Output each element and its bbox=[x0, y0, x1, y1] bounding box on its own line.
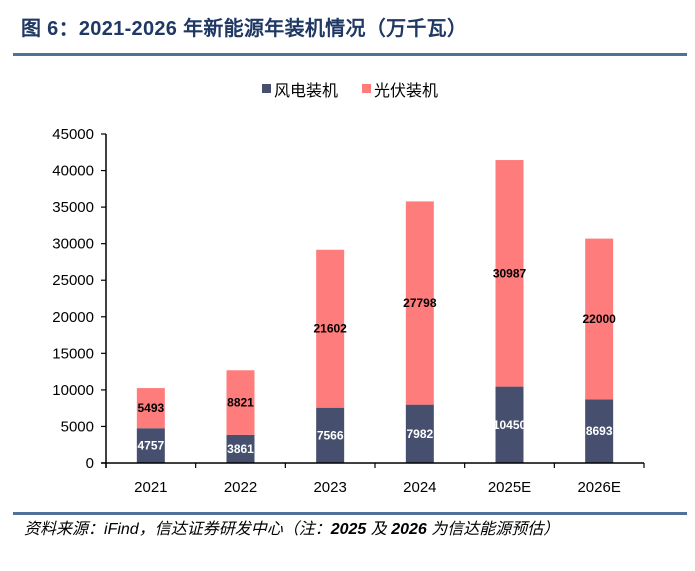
data-labels: 4757 5493 3861 8821 7566 21602 7982 27798 10450 3… bbox=[137, 266, 616, 456]
bars bbox=[136, 160, 614, 463]
bar-segment-wind bbox=[585, 399, 614, 463]
data-label-solar: 21602 bbox=[313, 322, 347, 336]
figure-title: 图 6：2021-2026 年新能源年装机情况（万千瓦） bbox=[21, 18, 468, 40]
x-tick-label: 2023 bbox=[313, 479, 346, 496]
legend: 风电装机 光伏装机 bbox=[262, 81, 438, 100]
data-label-wind: 7566 bbox=[317, 428, 344, 442]
bar-segment-wind bbox=[405, 404, 434, 463]
y-tick-label: 10000 bbox=[52, 382, 94, 399]
source-brand: iFind bbox=[104, 521, 139, 538]
source-suffix: 为信达能源预估） bbox=[426, 521, 560, 538]
y-tick-label: 35000 bbox=[52, 199, 94, 216]
data-label-solar: 27798 bbox=[403, 296, 437, 310]
y-tick-label: 5000 bbox=[61, 418, 94, 435]
y-tick-label: 30000 bbox=[52, 236, 94, 253]
data-label-solar: 30987 bbox=[493, 266, 527, 280]
bar-segment-solar bbox=[226, 370, 255, 435]
source-mid: ，信达证券研发中心（注： bbox=[138, 521, 331, 538]
bar-segment-solar bbox=[405, 201, 434, 405]
data-label-solar: 5493 bbox=[137, 401, 164, 415]
x-tick-label: 2026E bbox=[577, 479, 620, 496]
x-tick-label: 2022 bbox=[224, 479, 257, 496]
bar-segment-wind bbox=[136, 428, 165, 463]
y-tick-label: 25000 bbox=[52, 272, 94, 289]
source-prefix: 资料来源： bbox=[24, 521, 105, 538]
legend-label-wind: 风电装机 bbox=[274, 81, 338, 100]
source-year-1: 2025 bbox=[330, 521, 367, 538]
data-label-wind: 7982 bbox=[406, 427, 433, 441]
source-and: 及 bbox=[366, 521, 392, 538]
axes: 2021 2022 2023 2024 2025E 2026E 0 5000 10000 1500… bbox=[52, 126, 645, 496]
bar-segment-wind bbox=[316, 407, 345, 463]
bottom-divider bbox=[13, 512, 687, 515]
bar-segment-solar bbox=[136, 388, 165, 429]
y-tick-label: 45000 bbox=[52, 126, 94, 143]
bar-segment-solar bbox=[316, 249, 345, 408]
data-label-solar: 22000 bbox=[582, 312, 616, 326]
legend-swatch-solar bbox=[362, 84, 371, 93]
x-tick-label: 2024 bbox=[403, 479, 436, 496]
y-tick-label: 15000 bbox=[52, 345, 94, 362]
y-tick-label: 0 bbox=[86, 455, 94, 472]
data-label-wind: 8693 bbox=[586, 424, 613, 438]
data-label-wind: 3861 bbox=[227, 442, 254, 456]
source-year-2: 2026 bbox=[391, 521, 427, 538]
bar-segment-wind bbox=[495, 386, 524, 463]
y-tick-label: 40000 bbox=[52, 163, 94, 180]
x-tick-label: 2025E bbox=[488, 479, 531, 496]
data-label-wind: 10450 bbox=[493, 418, 527, 432]
legend-swatch-wind bbox=[262, 84, 271, 93]
source-note: 资料来源：iFind，信达证券研发中心（注：2025 及 2026 为信达能源预… bbox=[24, 517, 689, 542]
top-divider bbox=[13, 53, 687, 56]
x-tick-label: 2021 bbox=[134, 479, 167, 496]
bar-segment-solar bbox=[585, 238, 614, 400]
data-label-wind: 4757 bbox=[137, 439, 164, 453]
legend-label-solar: 光伏装机 bbox=[374, 81, 438, 100]
data-label-solar: 8821 bbox=[227, 396, 254, 410]
bar-segment-solar bbox=[495, 160, 524, 387]
bar-segment-wind bbox=[226, 434, 255, 463]
y-tick-label: 20000 bbox=[52, 309, 94, 326]
